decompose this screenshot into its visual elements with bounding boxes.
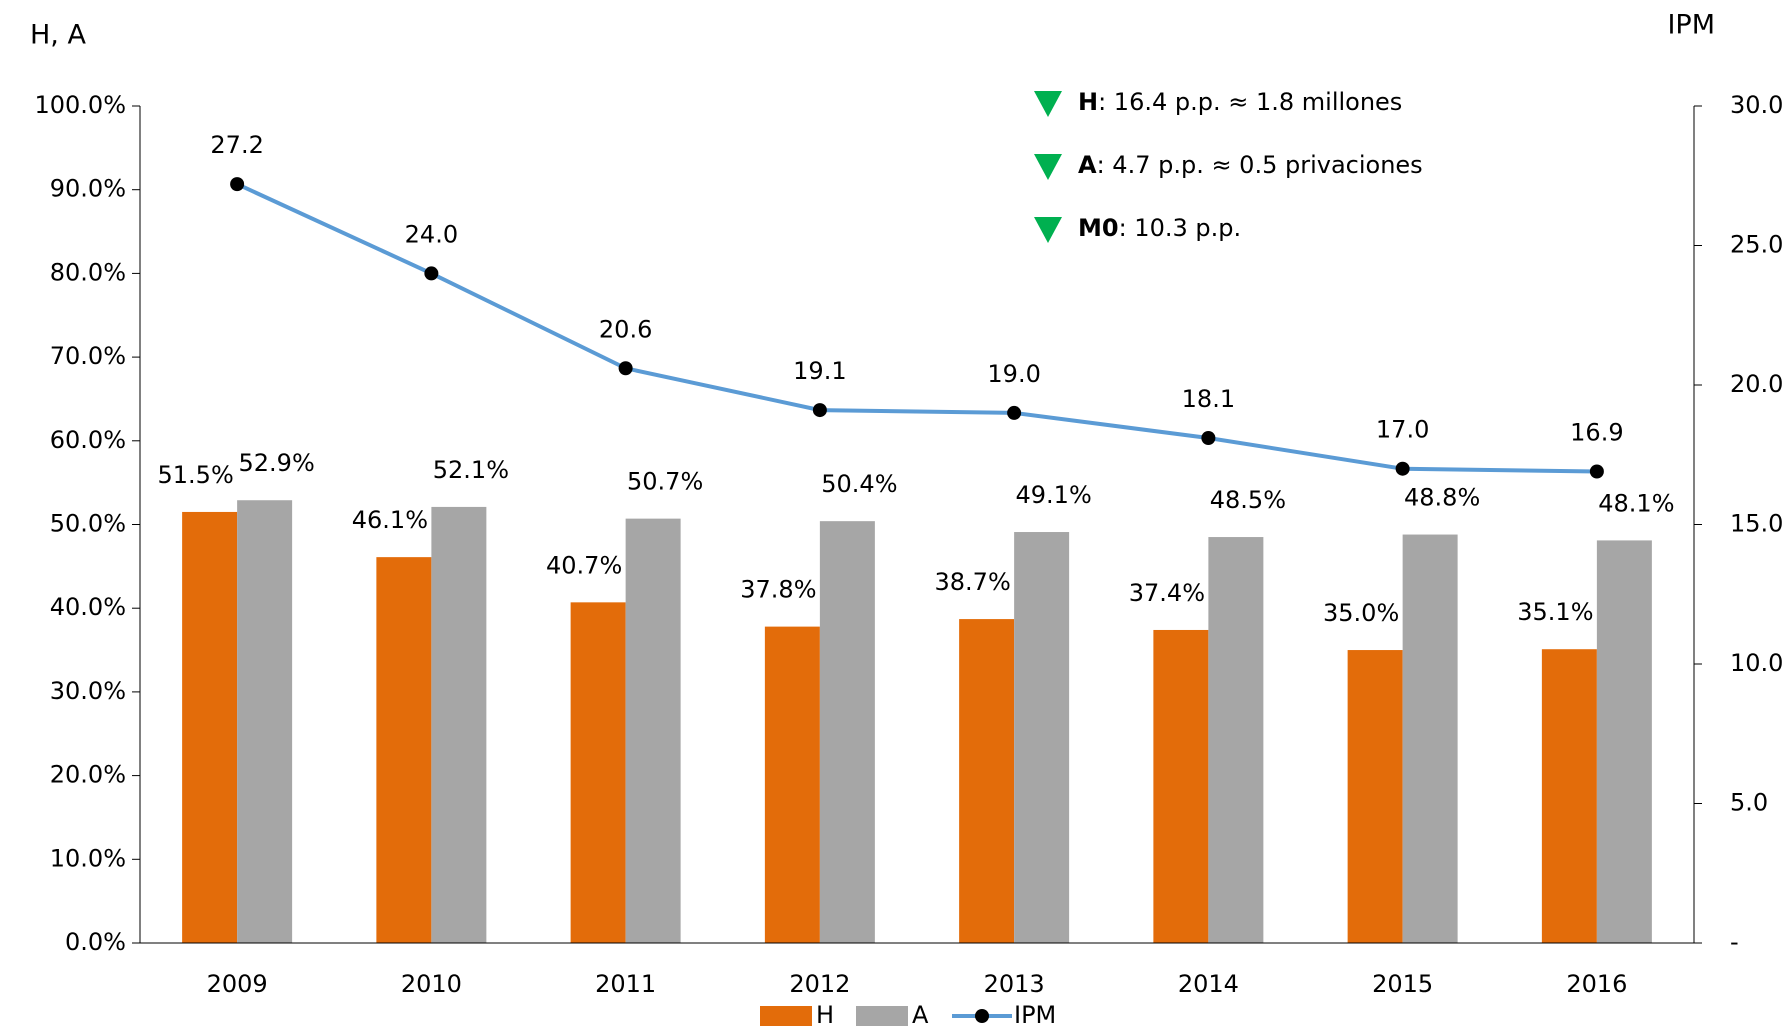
bar (1402, 534, 1458, 943)
marker (618, 361, 633, 376)
bar (1347, 650, 1403, 943)
y-tick-label: 70.0% (50, 342, 126, 370)
marker (424, 266, 439, 281)
x-tick-label: 2010 (401, 970, 462, 998)
legend-swatch (760, 1006, 812, 1026)
bar (376, 557, 432, 943)
bar (570, 602, 626, 943)
y-tick-label: 20.0% (50, 761, 126, 789)
value-label: 48.5% (1210, 486, 1286, 514)
marker (1589, 464, 1604, 479)
bar (237, 500, 293, 943)
bar (182, 511, 238, 943)
x-tick-label: 2013 (984, 970, 1045, 998)
y2-tick-label: 25.0 (1730, 231, 1783, 259)
y2-tick-label: 30.0 (1730, 91, 1783, 119)
bar (959, 619, 1015, 943)
bar (431, 506, 487, 943)
annotation-text: : 16.4 p.p. ≈ 1.8 millones (1098, 88, 1402, 116)
value-label: 37.4% (1129, 579, 1205, 607)
y-tick-label: 50.0% (50, 510, 126, 538)
y2-tick-label: 15.0 (1730, 510, 1783, 538)
value-label: 35.0% (1323, 599, 1399, 627)
marker (1201, 431, 1216, 446)
legend-swatch (856, 1006, 908, 1026)
y-tick-label: 0.0% (65, 928, 126, 956)
marker (1395, 461, 1410, 476)
annotation-marker (1034, 154, 1062, 180)
value-label: 27.2 (210, 131, 263, 159)
bar (764, 626, 820, 943)
y2-tick-label: 20.0 (1730, 370, 1783, 398)
annotation: A: 4.7 p.p. ≈ 0.5 privaciones (1078, 151, 1423, 179)
annotation: M0: 10.3 p.p. (1078, 214, 1241, 242)
annotation-marker (1034, 91, 1062, 117)
value-label: 40.7% (546, 551, 622, 579)
x-tick-label: 2011 (595, 970, 656, 998)
bar (1541, 649, 1597, 943)
legend-label: H (816, 1001, 834, 1028)
y-tick-label: 40.0% (50, 593, 126, 621)
y2-axis-label: IPM (1667, 10, 1715, 41)
annotation-marker (1034, 217, 1062, 243)
y-tick-label: 90.0% (50, 175, 126, 203)
value-label: 19.1 (793, 357, 846, 385)
legend-label: IPM (1014, 1001, 1056, 1028)
x-tick-label: 2014 (1178, 970, 1239, 998)
value-label: 50.7% (627, 468, 703, 496)
value-label: 48.1% (1598, 489, 1674, 517)
annotation-key: H (1078, 88, 1098, 116)
bar (819, 521, 875, 943)
value-label: 19.0 (987, 360, 1040, 388)
x-tick-label: 2012 (789, 970, 850, 998)
x-tick-label: 2009 (207, 970, 268, 998)
y-tick-label: 30.0% (50, 677, 126, 705)
y-tick-label: 60.0% (50, 426, 126, 454)
value-label: 37.8% (740, 576, 816, 604)
value-label: 38.7% (935, 568, 1011, 596)
bar (1208, 537, 1264, 943)
marker (812, 403, 827, 418)
x-tick-label: 2016 (1566, 970, 1627, 998)
x-tick-label: 2015 (1372, 970, 1433, 998)
bar (625, 518, 681, 943)
annotation-text: : 4.7 p.p. ≈ 0.5 privaciones (1097, 151, 1423, 179)
marker (1007, 405, 1022, 420)
bar (1014, 532, 1070, 943)
value-label: 46.1% (352, 506, 428, 534)
value-label: 52.9% (239, 449, 315, 477)
y-tick-label: 100.0% (34, 91, 126, 119)
value-label: 35.1% (1517, 598, 1593, 626)
y-axis-label: H, A (30, 20, 86, 51)
bar (1596, 540, 1652, 943)
annotation: H: 16.4 p.p. ≈ 1.8 millones (1078, 88, 1402, 116)
line (236, 182, 1597, 474)
marker (230, 177, 245, 192)
value-label: 49.1% (1016, 481, 1092, 509)
bar (1153, 629, 1209, 943)
value-label: 51.5% (158, 461, 234, 489)
y-tick-label: 80.0% (50, 258, 126, 286)
value-label: 52.1% (433, 456, 509, 484)
annotation-text: : 10.3 p.p. (1119, 214, 1242, 242)
value-label: 20.6 (599, 315, 652, 343)
legend-marker (975, 1009, 989, 1023)
y2-tick-label: 10.0 (1730, 649, 1783, 677)
value-label: 16.9 (1570, 418, 1623, 446)
value-label: 24.0 (405, 220, 458, 248)
y2-tick-label: 5.0 (1730, 789, 1768, 817)
y-tick-label: 10.0% (50, 844, 126, 872)
y2-tick-label: - (1730, 928, 1739, 956)
value-label: 50.4% (821, 470, 897, 498)
value-label: 48.8% (1404, 484, 1480, 512)
annotation-key: M0 (1078, 214, 1119, 242)
value-label: 17.0 (1376, 416, 1429, 444)
value-label: 18.1 (1182, 385, 1235, 413)
annotation-key: A (1078, 151, 1097, 179)
legend-label: A (912, 1001, 929, 1028)
